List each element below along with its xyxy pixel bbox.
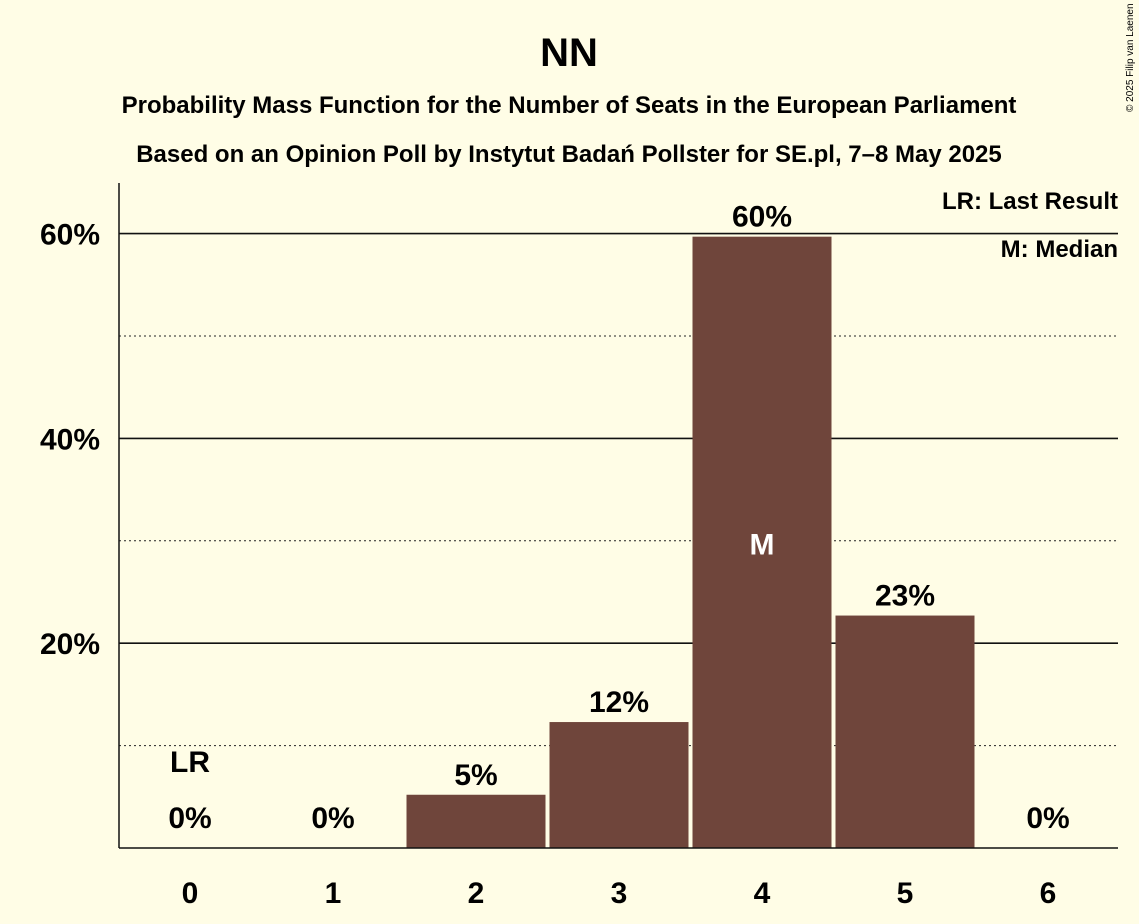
x-tick-label: 3 <box>611 877 628 910</box>
x-tick-label: 4 <box>754 877 771 910</box>
last-result-marker: LR <box>170 746 210 779</box>
median-marker: M <box>750 528 775 561</box>
chart-title: NN <box>540 31 598 75</box>
bar-3 <box>549 722 689 848</box>
data-label-1: 0% <box>311 802 354 835</box>
y-tick-label: 60% <box>40 219 100 252</box>
bars <box>406 236 975 848</box>
data-label-3: 12% <box>589 686 649 719</box>
y-tick-label: 20% <box>40 628 100 661</box>
copyright-note: © 2025 Filip van Laenen <box>1125 3 1136 112</box>
legend-last-result: LR: Last Result <box>942 188 1118 215</box>
x-tick-label: 1 <box>325 877 342 910</box>
y-tick-label: 40% <box>40 423 100 456</box>
x-tick-label: 5 <box>897 877 914 910</box>
legend-median: M: Median <box>1001 236 1118 263</box>
data-label-6: 0% <box>1026 802 1069 835</box>
chart-subtitle-line-2: Based on an Opinion Poll by Instytut Bad… <box>136 141 1002 168</box>
x-tick-label: 0 <box>182 877 199 910</box>
data-label-4: 60% <box>732 201 792 234</box>
data-label-5: 23% <box>875 580 935 613</box>
axes <box>118 183 1118 849</box>
bar-4 <box>692 236 832 848</box>
bar-2 <box>406 794 546 848</box>
x-tick-label: 2 <box>468 877 485 910</box>
data-label-0: 0% <box>168 802 211 835</box>
x-tick-label: 6 <box>1040 877 1057 910</box>
bar-5 <box>835 615 975 848</box>
chart-subtitle-line-1: Probability Mass Function for the Number… <box>122 92 1017 119</box>
data-label-2: 5% <box>454 759 497 792</box>
